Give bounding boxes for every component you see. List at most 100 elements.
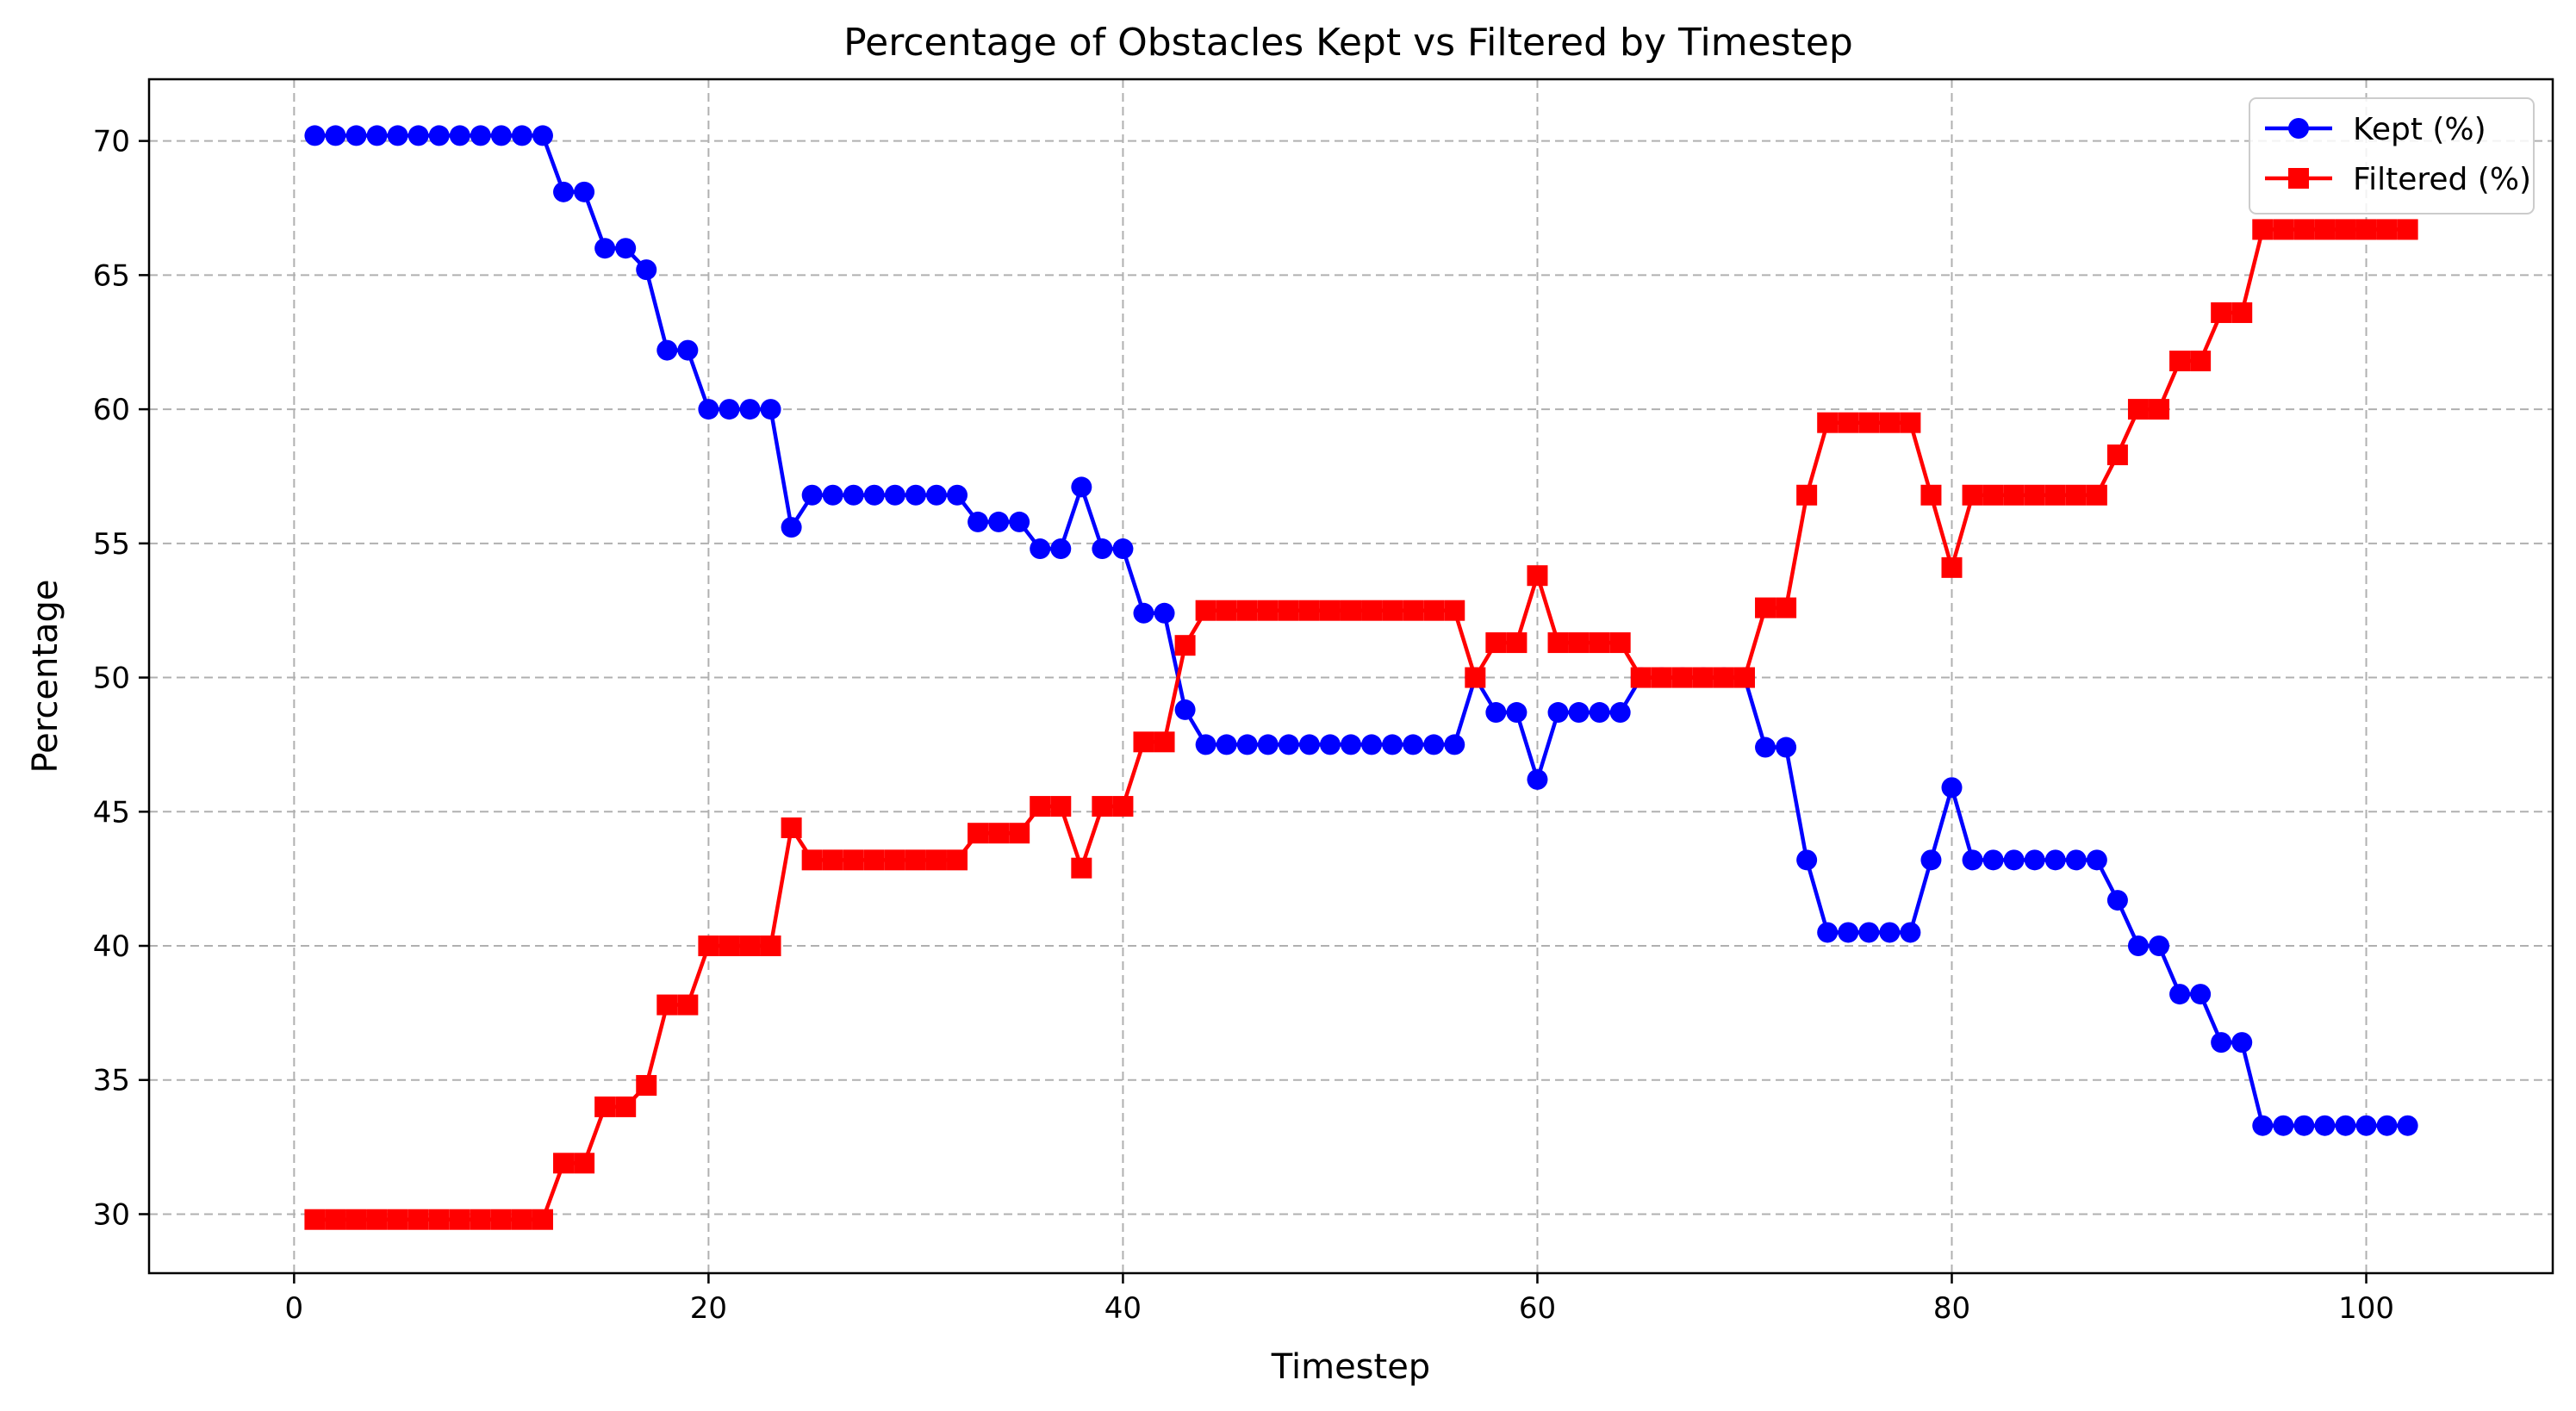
data-point xyxy=(2293,1115,2315,1136)
legend-marker xyxy=(2288,118,2309,139)
data-point xyxy=(1900,922,1921,943)
data-point xyxy=(1216,600,1237,621)
data-point xyxy=(2065,849,2087,871)
data-point xyxy=(615,238,637,259)
data-point xyxy=(1278,600,1299,621)
data-point xyxy=(863,484,885,506)
data-point xyxy=(2273,1115,2294,1136)
data-point xyxy=(449,1209,470,1230)
data-point xyxy=(1257,600,1279,621)
data-point xyxy=(1423,734,1445,755)
chart-title: Percentage of Obstacles Kept vs Filtered… xyxy=(843,21,1853,65)
data-point xyxy=(1444,734,1465,755)
data-point xyxy=(490,1209,512,1230)
data-point xyxy=(2169,984,2191,1005)
y-tick-label: 50 xyxy=(93,662,130,696)
data-point xyxy=(1858,412,1880,433)
data-point xyxy=(1403,600,1424,621)
data-point xyxy=(2376,1115,2398,1136)
data-point xyxy=(2065,484,2087,506)
data-point xyxy=(2149,935,2170,957)
data-point xyxy=(1817,412,1839,433)
data-point xyxy=(739,935,761,957)
data-point xyxy=(2044,849,2066,871)
data-point xyxy=(2273,219,2294,240)
data-point xyxy=(801,849,823,871)
data-point xyxy=(1920,484,1942,506)
data-point xyxy=(843,484,864,506)
data-point xyxy=(304,125,326,146)
data-point xyxy=(1112,538,1134,560)
data-point xyxy=(843,849,864,871)
data-point xyxy=(2335,1115,2356,1136)
data-point xyxy=(1941,556,1963,578)
data-point xyxy=(1403,734,1424,755)
data-point xyxy=(739,399,761,420)
data-point xyxy=(905,849,926,871)
data-point xyxy=(1485,702,1507,724)
legend: Kept (%) Filtered (%) xyxy=(2249,97,2535,214)
data-point xyxy=(1817,922,1839,943)
legend-marker xyxy=(2288,168,2309,189)
data-point xyxy=(2252,1115,2274,1136)
y-axis: 30 35 40 45 50 55 60 65 70 xyxy=(93,125,149,1232)
data-point xyxy=(1050,538,1072,560)
data-point xyxy=(677,994,699,1016)
data-point xyxy=(822,849,843,871)
data-point xyxy=(1733,667,1755,688)
data-point xyxy=(1920,849,1942,871)
data-point xyxy=(366,125,388,146)
data-point xyxy=(1341,734,1361,755)
data-point xyxy=(2190,984,2212,1005)
data-point xyxy=(719,399,740,420)
data-point xyxy=(1071,857,1092,879)
data-point xyxy=(1133,602,1154,624)
data-point xyxy=(1465,667,1486,688)
data-point xyxy=(325,1209,346,1230)
data-point xyxy=(1796,849,1818,871)
data-point xyxy=(636,259,657,281)
data-point xyxy=(1568,702,1590,724)
data-point xyxy=(760,935,781,957)
data-point xyxy=(1319,600,1341,621)
y-tick-label: 55 xyxy=(93,527,130,562)
data-point xyxy=(553,1153,575,1174)
data-point xyxy=(925,484,947,506)
data-point xyxy=(677,339,699,361)
data-point xyxy=(884,849,905,871)
data-point xyxy=(345,1209,367,1230)
data-point xyxy=(968,511,989,532)
data-point xyxy=(925,849,947,871)
data-point xyxy=(1319,734,1341,755)
data-point xyxy=(1154,731,1175,753)
data-point xyxy=(1589,632,1610,654)
data-point xyxy=(1879,412,1901,433)
x-tick-label: 100 xyxy=(2338,1291,2394,1326)
plot-area: 0 20 40 60 80 100 30 35 40 45 50 55 60 65 70 xyxy=(93,78,2554,1326)
data-point xyxy=(1962,849,1983,871)
data-point xyxy=(2314,1115,2336,1136)
data-point xyxy=(1009,823,1030,844)
data-point xyxy=(1071,476,1092,498)
data-point xyxy=(656,339,678,361)
data-point xyxy=(1341,600,1361,621)
y-tick-label: 40 xyxy=(93,929,130,964)
data-point xyxy=(863,849,885,871)
data-point xyxy=(1982,484,2004,506)
data-point xyxy=(988,823,1010,844)
y-axis-label: Percentage xyxy=(26,579,65,773)
data-point xyxy=(449,125,470,146)
data-point xyxy=(2127,399,2149,420)
data-point xyxy=(2024,849,2045,871)
data-point xyxy=(2044,484,2066,506)
data-point xyxy=(408,125,429,146)
data-point xyxy=(2397,1115,2418,1136)
data-point xyxy=(1216,734,1237,755)
data-point xyxy=(2211,1032,2232,1054)
data-point xyxy=(1506,702,1528,724)
data-point xyxy=(1236,734,1258,755)
data-point xyxy=(1298,600,1320,621)
y-tick-label: 70 xyxy=(93,125,130,159)
data-point xyxy=(2127,935,2149,957)
data-point xyxy=(1278,734,1299,755)
